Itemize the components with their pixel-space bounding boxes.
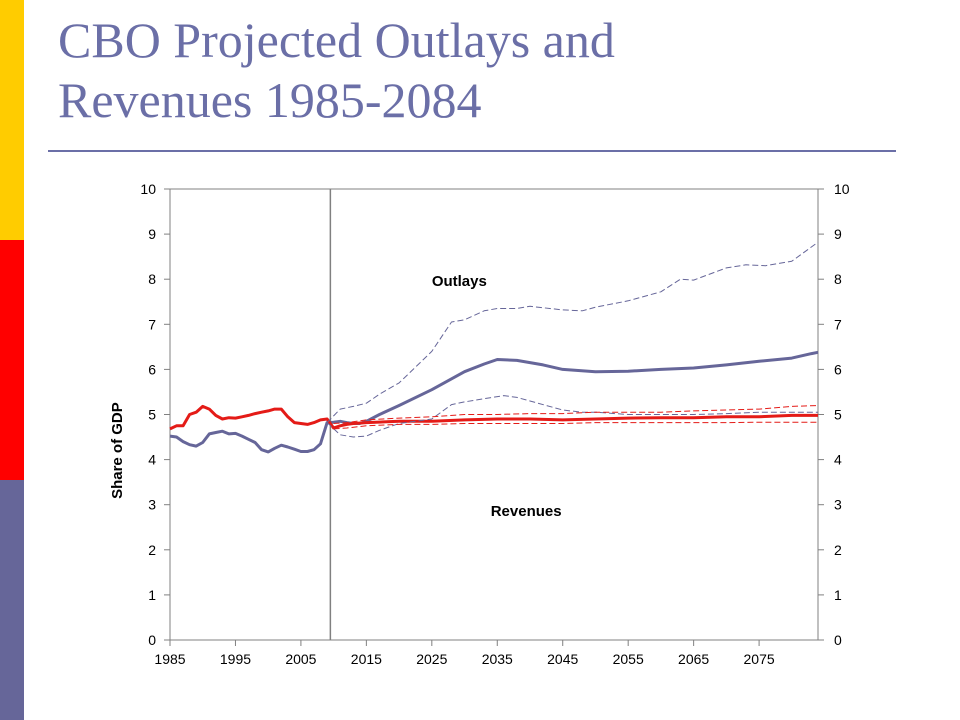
y-tick-label-right: 4 [834,452,842,468]
y-tick-label-left: 1 [148,587,156,603]
slide-title-line2: Revenues 1985-2084 [58,72,482,128]
plot-frame [169,188,819,641]
y-tick-label-left: 2 [148,542,156,558]
y-tick-label-right: 7 [834,316,842,332]
series-revenues-upper [333,405,819,424]
slide-title-line1: CBO Projected Outlays and [58,12,615,68]
title-divider [48,150,896,152]
x-tick-label: 2025 [416,651,447,667]
series-outlays-lower [326,395,818,438]
x-tick-label: 2015 [351,651,382,667]
y-tick-label-right: 6 [834,361,842,377]
y-tick-label-right: 9 [834,226,842,242]
accent-bar-yellow [0,0,24,240]
plot-border [169,188,819,641]
slide-title: CBO Projected Outlays and Revenues 1985-… [58,10,918,130]
series-revenues-lower [333,421,818,430]
y-tick-label-right: 3 [834,497,842,513]
series-outlays [169,350,819,454]
y-tick-label-right: 1 [834,587,842,603]
y-tick-label-right: 0 [834,632,842,648]
x-tick-label: 2075 [744,651,775,667]
x-tick-label: 1995 [220,651,251,667]
series-revenues [169,404,818,431]
y-tick-label-right: 10 [834,181,850,197]
y-tick-label-left: 0 [148,632,156,648]
y-tick-label-left: 10 [140,181,156,197]
series-outlays-upper [326,241,819,423]
x-tick-label: 2055 [613,651,644,667]
y-tick-label-left: 5 [148,407,156,423]
y-tick-label-left: 3 [148,497,156,513]
outlays-annotation: Outlays [432,273,487,290]
y-tick-label-left: 9 [148,226,156,242]
x-tick-label: 1985 [154,651,185,667]
y-tick-label-right: 8 [834,271,842,287]
series-layer [169,241,819,454]
y-tick-label-left: 4 [148,452,156,468]
accent-bar-red [0,240,24,480]
y-axis-title: Share of GDP [109,402,126,499]
y-tick-label-left: 7 [148,316,156,332]
y-axis-left: 0 1 2 3 4 5 6 7 8 9 10 [140,181,170,648]
y-tick-label-right: 2 [834,542,842,558]
x-tick-label: 2035 [482,651,513,667]
y-tick-label-left: 6 [148,361,156,377]
x-tick-label: 2045 [547,651,578,667]
revenues-annotation: Revenues [491,503,562,520]
y-axis-right: 0 1 2 3 4 5 6 7 8 9 10 [818,181,850,648]
x-tick-label: 2005 [285,651,316,667]
y-tick-label-left: 8 [148,271,156,287]
y-tick-label-right: 5 [834,407,842,423]
x-axis: 1985 1995 2005 2015 2025 2035 2045 2055 2065 2075 [154,640,775,667]
accent-bar-slate [0,480,24,720]
x-tick-label: 2065 [678,651,709,667]
